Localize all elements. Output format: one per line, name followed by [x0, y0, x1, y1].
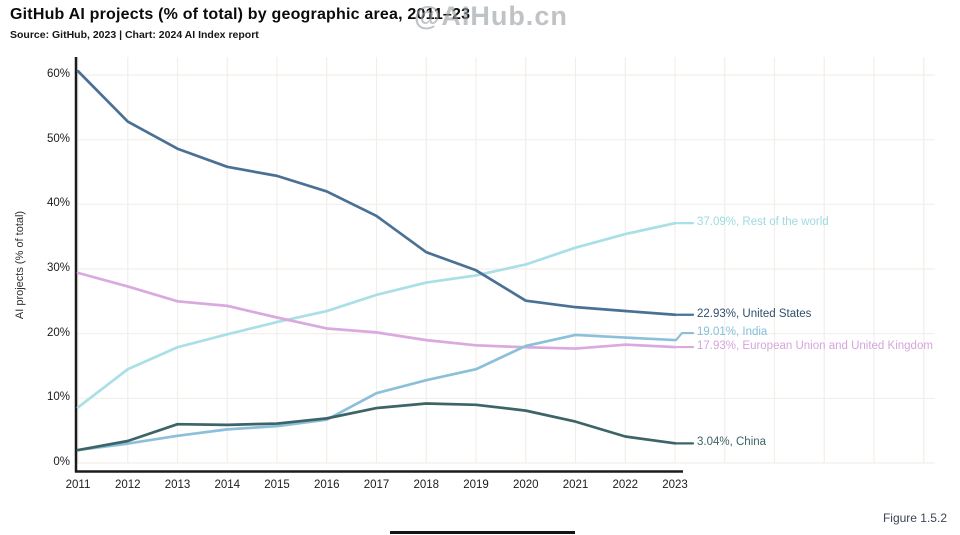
series-label-rest-of-the-world: 37.09%, Rest of the world: [697, 216, 829, 229]
series-label-european-union-and-united-kingdom: 17.93%, European Union and United Kingdo…: [697, 340, 933, 353]
label-leader-india: [674, 331, 695, 342]
y-tick-label: 10%: [46, 391, 70, 404]
y-tick-label: 50%: [46, 132, 70, 145]
y-tick-label: 0%: [53, 456, 70, 468]
y-axis-title: AI projects (% of total): [14, 210, 26, 320]
x-tick-label: 2011: [65, 479, 91, 491]
x-tick-label: 2022: [612, 479, 639, 491]
figure-number-caption: Figure 1.5.2: [882, 511, 947, 525]
x-tick-label: 2015: [264, 479, 290, 491]
series-line-rest-of-the-world: [76, 221, 677, 409]
y-tick-label: 20%: [46, 326, 70, 339]
y-tick-label: 40%: [46, 197, 70, 210]
series-label-india: 19.01%, India: [697, 326, 768, 339]
y-tick-label: 60%: [46, 68, 70, 80]
series-label-china: 3.04%, China: [697, 436, 767, 449]
series-label-united-states: 22.93%, United States: [697, 307, 812, 320]
x-tick-label: 2023: [662, 479, 688, 491]
video-progress-bar: [390, 531, 575, 534]
x-tick-label: 2016: [313, 479, 340, 491]
x-tick-label: 2019: [463, 479, 489, 491]
x-tick-label: 2018: [413, 479, 440, 491]
series-line-india: [76, 333, 677, 452]
x-tick-label: 2012: [114, 479, 141, 491]
chart-title: GitHub AI projects (% of total) by geogr…: [10, 6, 471, 23]
x-tick-label: 2020: [512, 479, 539, 491]
series-line-united-states: [76, 69, 677, 317]
y-tick-label: 30%: [46, 262, 70, 274]
series-line-european-union-and-united-kingdom: [76, 271, 677, 350]
chart-source-note: Source: GitHub, 2023 | Chart: 2024 AI In…: [10, 29, 259, 41]
x-tick-label: 2021: [562, 479, 589, 491]
x-tick-label: 2013: [164, 479, 191, 491]
x-tick-label: 2017: [363, 479, 390, 491]
watermark-text: @AIHub.cn: [414, 1, 568, 31]
x-tick-label: 2014: [214, 479, 241, 491]
series-line-china: [76, 402, 677, 452]
